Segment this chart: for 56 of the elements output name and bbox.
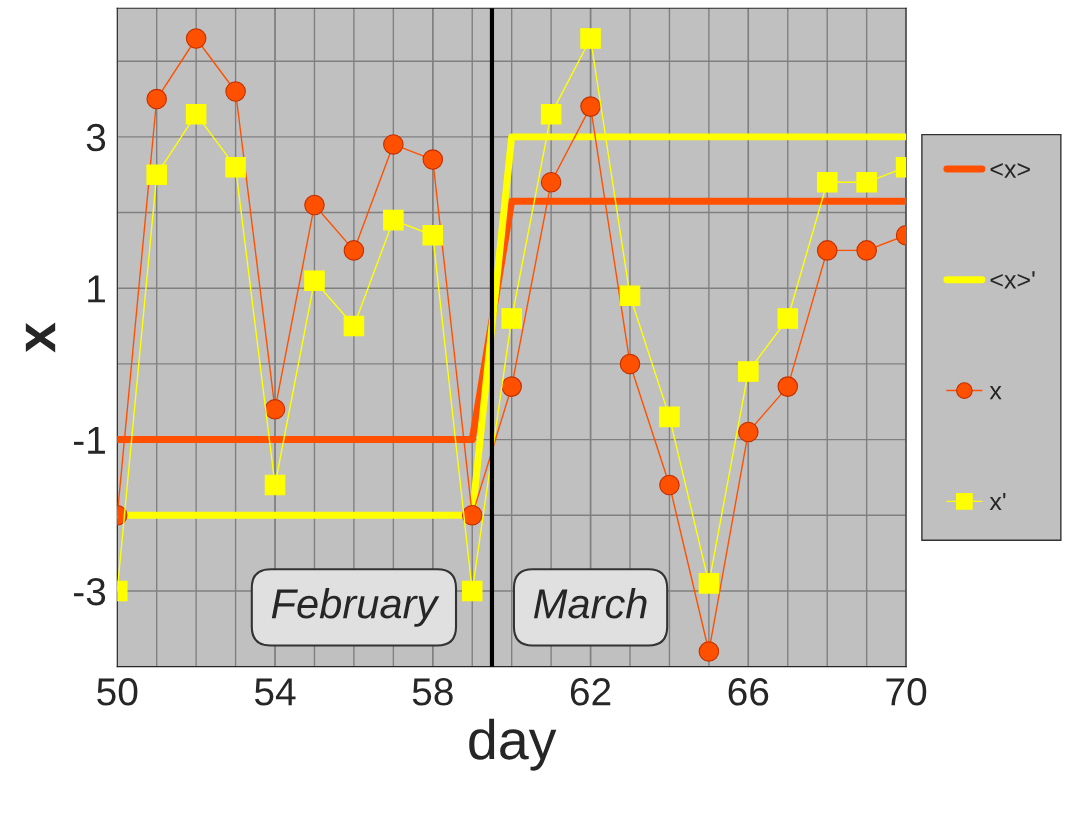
y-tick-label: -3 bbox=[73, 577, 106, 606]
legend-label: x' bbox=[989, 492, 1006, 511]
point bbox=[461, 504, 483, 526]
point bbox=[501, 308, 522, 329]
annotation: March bbox=[533, 587, 647, 619]
point bbox=[501, 376, 522, 397]
point bbox=[580, 28, 601, 49]
point bbox=[383, 134, 404, 155]
legend-label: <x> bbox=[990, 163, 1030, 178]
annotation: February bbox=[271, 587, 440, 627]
point bbox=[856, 240, 877, 261]
point bbox=[540, 103, 562, 125]
point bbox=[422, 224, 444, 246]
point bbox=[185, 28, 207, 49]
point bbox=[659, 406, 680, 428]
x-tick-label: 70 bbox=[886, 678, 927, 706]
point bbox=[304, 194, 325, 216]
point bbox=[185, 103, 207, 125]
point bbox=[816, 240, 838, 261]
point bbox=[619, 285, 641, 307]
point bbox=[146, 88, 167, 110]
point bbox=[580, 96, 601, 117]
point bbox=[777, 308, 799, 329]
x-tick-label: 50 bbox=[97, 678, 138, 706]
point bbox=[264, 399, 286, 420]
point bbox=[304, 270, 325, 291]
point bbox=[264, 474, 286, 496]
x-tick-label: 58 bbox=[412, 678, 453, 706]
point bbox=[738, 361, 759, 382]
legend-label: <x>' bbox=[990, 271, 1035, 289]
point bbox=[816, 172, 838, 193]
point bbox=[619, 353, 641, 375]
point bbox=[383, 209, 404, 231]
x-tick-label: 66 bbox=[728, 678, 769, 706]
x-axis-title: day bbox=[469, 718, 557, 771]
point bbox=[777, 376, 799, 397]
point bbox=[698, 573, 720, 594]
point bbox=[659, 474, 680, 496]
y-axis-title: x bbox=[25, 322, 56, 353]
point bbox=[225, 81, 246, 102]
point bbox=[461, 580, 483, 602]
point bbox=[738, 421, 759, 443]
legend-label: x bbox=[989, 386, 1002, 400]
point bbox=[856, 172, 877, 193]
x-tick-label: 54 bbox=[254, 678, 296, 706]
point bbox=[225, 156, 246, 178]
point bbox=[343, 240, 365, 261]
point bbox=[698, 641, 720, 662]
x-tick-label: 62 bbox=[570, 678, 611, 706]
point bbox=[422, 149, 444, 170]
y-tick-label: 1 bbox=[88, 275, 105, 303]
point bbox=[540, 172, 562, 193]
point bbox=[146, 164, 167, 185]
point bbox=[343, 315, 365, 337]
y-tick-label: -1 bbox=[73, 426, 105, 454]
y-tick-label: 3 bbox=[86, 123, 106, 152]
